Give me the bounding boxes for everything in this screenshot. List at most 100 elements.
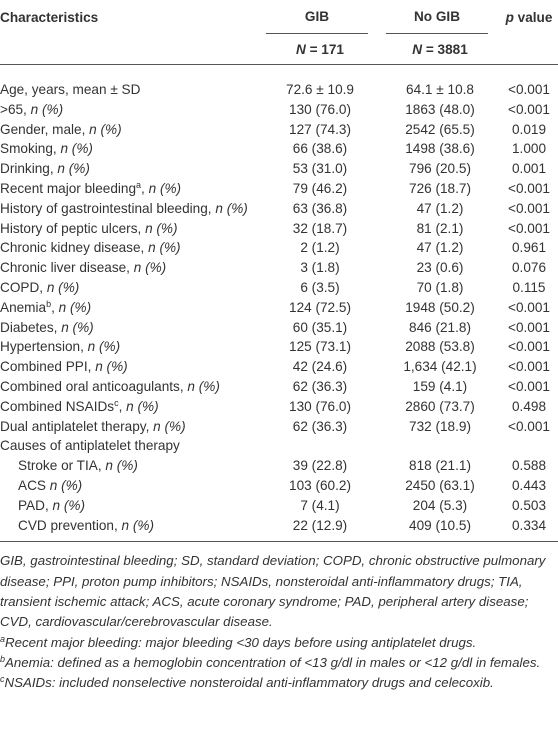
label-cell: Chronic kidney disease, n (%) (0, 238, 260, 258)
p-cell: 0.503 (511, 497, 547, 513)
row-label: PAD, (18, 497, 49, 513)
p-cell: <0.001 (508, 299, 550, 315)
nogib-cell: 846 (21.8) (409, 319, 471, 335)
gib-cell: 63 (36.8) (292, 200, 348, 216)
gib-cell: 39 (22.8) (292, 458, 348, 474)
row-unit: n (%) (30, 101, 64, 117)
label-cell: ACS n (%) (0, 476, 260, 496)
p-cell: 0.334 (500, 515, 558, 543)
footnote-mark: b (46, 298, 52, 309)
nogib-cell: 64.1 ± 10.8 (406, 82, 474, 97)
header-cell: Characteristics (0, 9, 99, 25)
nogib-cell: 818 (21.1) (409, 458, 471, 474)
row-unit: n (%) (105, 458, 138, 474)
n-symbol: N (412, 41, 423, 57)
p-cell: 0.001 (511, 161, 547, 177)
row-unit: n (%) (49, 477, 83, 493)
footnote-text: NSAIDs: included nonselective nonsteroid… (4, 675, 494, 691)
row-unit: n (%) (145, 220, 178, 236)
nogib-cell: 159 (4.1) (412, 378, 468, 394)
row-label: Chronic kidney disease, (0, 240, 145, 256)
footnote-text: Anemia: defined as a hemoglobin concentr… (5, 654, 541, 670)
nogib-cell: 70 (1.8) (416, 279, 464, 295)
row-unit: n (%) (153, 418, 186, 434)
n-symbol: N (295, 41, 306, 57)
nogib-cell: 2450 (63.1) (405, 477, 475, 493)
nogib-cell: 726 (18.7) (409, 180, 471, 196)
n-value: = 3881 (425, 41, 468, 57)
row-unit: n (%) (187, 378, 220, 394)
label-cell: Smoking, n (%) (0, 139, 260, 159)
header-cell (0, 34, 260, 65)
row-label-punct: , (141, 180, 145, 196)
row-label: History of peptic ulcers, (0, 220, 142, 236)
nogib-cell: 47 (1.2) (416, 240, 464, 256)
gib-cell: 127 (74.3) (289, 121, 351, 137)
label-cell: Gender, male, n (%) (0, 120, 260, 140)
gib-cell: 32 (18.7) (292, 220, 348, 236)
gib-cell: 7 (4.1) (300, 497, 340, 513)
row-unit: n (%) (89, 121, 122, 137)
nogib-cell: 732 (18.9) (409, 418, 471, 434)
table-row: Recent major bleedinga, n (%) 79 (46.2) 72… (0, 179, 558, 199)
nogib-cell: 1,634 (42.1) (403, 359, 477, 375)
row-unit: n (%) (57, 161, 90, 177)
row-unit: n (%) (58, 299, 92, 315)
label-cell: Stroke or TIA, n (%) (0, 456, 260, 476)
row-label: Smoking, (0, 141, 57, 157)
data-table: Characteristics GIB No GIB p value N = 1… (0, 0, 558, 543)
p-cell: <0.001 (508, 200, 550, 216)
footnote: cNSAIDs: included nonselective nonsteroi… (0, 673, 558, 693)
gib-cell: 124 (72.5) (289, 299, 351, 315)
nogib-cell: 23 (0.6) (416, 260, 464, 276)
table-row: Combined PPI, n (%) 42 (24.6) 1,634 (42.1)… (0, 357, 558, 377)
label-cell: PAD, n (%) (0, 496, 260, 516)
row-label: Stroke or TIA, (18, 458, 102, 474)
footnote: aRecent major bleeding: major bleeding <… (0, 633, 558, 653)
gib-cell: 125 (73.1) (289, 339, 351, 355)
gib-cell: 130 (76.0) (289, 101, 351, 117)
row-unit: n (%) (87, 339, 121, 355)
table-row: Smoking, n (%) 66 (38.6) 1498 (38.6) 1.000 (0, 139, 558, 159)
row-unit: n (%) (215, 200, 248, 216)
label-cell: Hypertension, n (%) (0, 337, 260, 357)
header-text: No GIB (386, 0, 488, 34)
footnote-mark: c (0, 674, 5, 685)
p-cell: 0.588 (511, 458, 547, 474)
gib-cell: 2 (1.2) (300, 240, 340, 256)
table-row: Drinking, n (%) 53 (31.0) 796 (20.5) 0.001 (0, 159, 558, 179)
row-label: Drinking, (0, 161, 54, 177)
nogib-cell: 1948 (50.2) (405, 299, 475, 315)
row-label: Combined PPI, (0, 359, 92, 375)
header-cell: p value (500, 0, 558, 34)
table-row: History of peptic ulcers, n (%) 32 (18.7)… (0, 219, 558, 239)
row-label: COPD, (0, 279, 44, 295)
table-row: Diabetes, n (%) 60 (35.1) 846 (21.8) <0.001 (0, 318, 558, 338)
group-row: Causes of antiplatelet therapy (0, 436, 558, 456)
p-cell: <0.001 (508, 359, 550, 375)
row-unit: n (%) (46, 279, 80, 295)
table-row: Stroke or TIA, n (%) 39 (22.8) 818 (21.1) 0… (0, 456, 558, 476)
footnote-text: GIB, gastrointestinal bleeding; SD, stan… (0, 553, 546, 630)
nogib-cell: 1863 (48.0) (405, 101, 475, 117)
label-cell: Dual antiplatelet therapy, n (%) (0, 417, 260, 437)
row-unit: n (%) (148, 180, 182, 196)
table-row: Combined oral anticoagulants, n (%) 62 (3… (0, 377, 558, 397)
label-cell: Recent major bleedinga, n (%) (0, 179, 260, 199)
table-row: ACS n (%) 103 (60.2) 2450 (63.1) 0.443 (0, 476, 558, 496)
p-symbol: p (505, 9, 514, 25)
row-label: Gender, male, (0, 121, 86, 137)
nogib-cell: 1498 (38.6) (405, 141, 475, 157)
row-unit: n (%) (121, 517, 155, 533)
p-cell: <0.001 (508, 220, 550, 236)
row-label: Recent major bleeding (0, 180, 137, 196)
table-row: Age, years, mean ± SD 72.6 ± 10.9 64.1 ± 1… (0, 65, 558, 100)
p-cell: 0.115 (512, 279, 546, 295)
p-cell: <0.001 (508, 339, 550, 355)
p-cell: <0.001 (508, 418, 550, 434)
nogib-cell: 204 (5.3) (412, 497, 468, 513)
footnote: bAnemia: defined as a hemoglobin concent… (0, 653, 558, 673)
nogib-cell: 47 (1.2) (416, 200, 464, 216)
table-row: Chronic liver disease, n (%) 3 (1.8) 23 (0… (0, 258, 558, 278)
